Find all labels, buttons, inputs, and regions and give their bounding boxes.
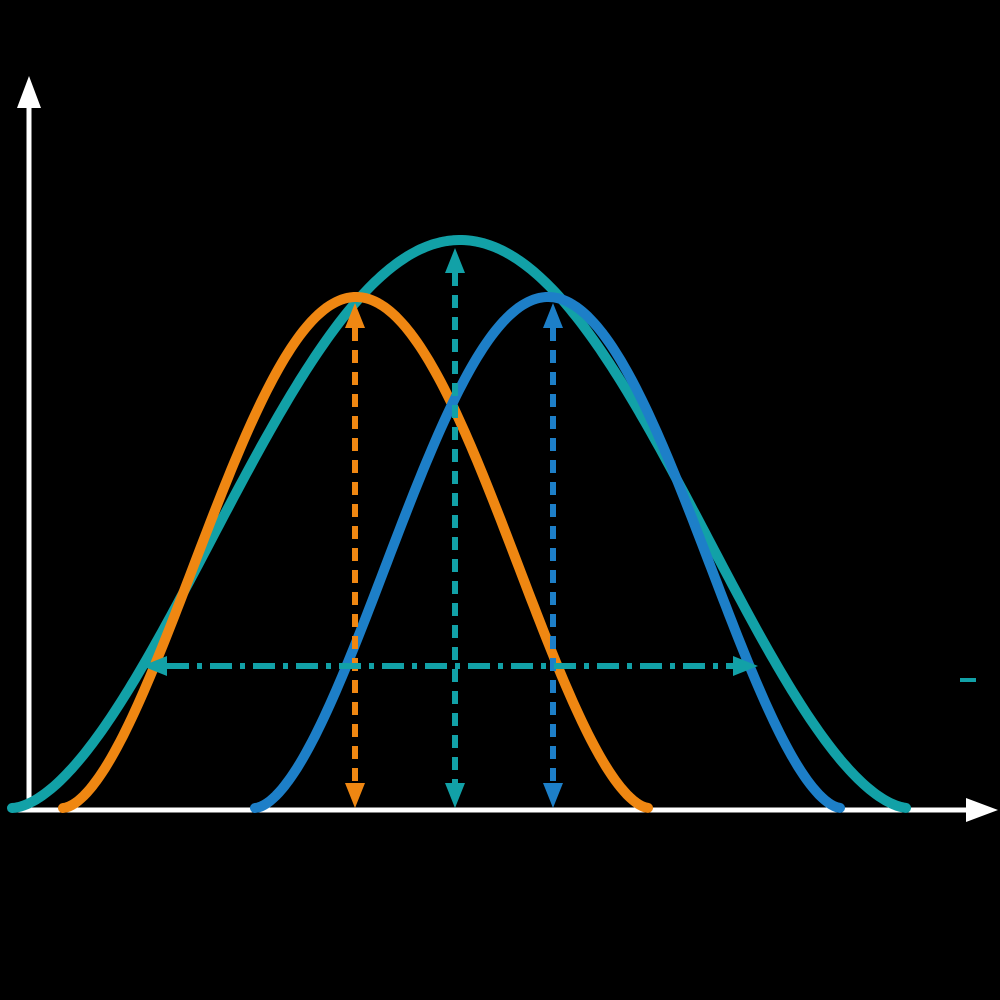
teal-small-dash xyxy=(960,678,976,682)
teal-peak-height-arrow-head-top xyxy=(445,248,465,273)
x-axis-arrowhead xyxy=(966,798,998,822)
curve-broad-bell-teal xyxy=(7,235,911,813)
blue-peak-height-arrow-head-bottom xyxy=(543,783,563,808)
teal-peak-height-arrow-head-bottom xyxy=(445,783,465,808)
orange-peak-height-arrow-head-bottom xyxy=(345,783,365,808)
y-axis-arrowhead xyxy=(17,76,41,108)
blue-peak-height-arrow-head-top xyxy=(543,303,563,328)
teal-width-arrow-head-left xyxy=(142,656,167,676)
teal-width-arrow-head-right xyxy=(733,656,758,676)
orange-peak-height-arrow-head-top xyxy=(345,303,365,328)
curve-right-bell-blue xyxy=(250,292,845,813)
